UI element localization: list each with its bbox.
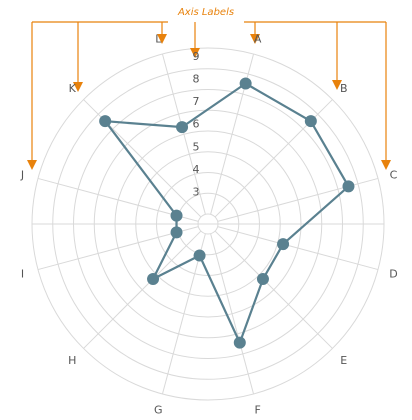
- grid-spoke: [83, 230, 202, 349]
- annotation-arrowhead: [27, 160, 37, 170]
- category-label: I: [21, 268, 24, 281]
- annotation-title: Axis Labels: [177, 7, 234, 18]
- data-point[interactable]: [176, 121, 189, 134]
- annotation-arrowhead: [381, 160, 391, 170]
- radial-tick-label: 4: [193, 163, 200, 176]
- axis-label-annotations: Axis Labels: [27, 7, 391, 170]
- annotation-arrowhead: [157, 34, 167, 44]
- radial-tick-label: 3: [193, 185, 200, 198]
- annotation-arrowhead: [73, 82, 83, 92]
- grid-spoke: [161, 53, 206, 215]
- data-point[interactable]: [277, 238, 290, 251]
- category-label: A: [254, 33, 262, 46]
- category-label: E: [340, 354, 347, 367]
- category-label: L: [155, 33, 162, 46]
- radial-tick-label: 5: [193, 140, 200, 153]
- radial-tick-label: 6: [193, 118, 200, 131]
- category-label: K: [69, 82, 77, 95]
- radial-tick-label: 7: [193, 95, 200, 108]
- grid-spoke: [217, 226, 379, 271]
- category-label: G: [154, 403, 163, 416]
- data-point[interactable]: [256, 272, 269, 285]
- data-point[interactable]: [170, 209, 183, 222]
- radial-tick-label: 9: [193, 50, 200, 63]
- grid-spoke: [214, 230, 333, 349]
- category-labels: A B C D E F G H I J K L: [20, 33, 398, 417]
- data-point[interactable]: [99, 115, 112, 128]
- data-point[interactable]: [147, 272, 160, 285]
- series-layer: [99, 77, 355, 349]
- annotation-arrowhead: [190, 48, 200, 58]
- category-label: F: [255, 403, 261, 416]
- data-point[interactable]: [304, 115, 317, 128]
- category-label: C: [390, 168, 398, 181]
- data-point[interactable]: [193, 249, 206, 262]
- data-point[interactable]: [342, 180, 355, 193]
- grid-spoke: [210, 233, 255, 395]
- data-point[interactable]: [239, 77, 252, 90]
- category-label: D: [389, 268, 397, 281]
- category-label: J: [20, 168, 24, 181]
- radial-tick-labels: 3 4 5 6 7 8 9: [193, 50, 200, 198]
- data-point[interactable]: [233, 336, 246, 349]
- data-point[interactable]: [170, 226, 183, 239]
- category-label: B: [340, 82, 348, 95]
- annotation-arrowhead: [250, 34, 260, 44]
- radial-tick-label: 8: [193, 73, 200, 86]
- polar-grid: [31, 47, 385, 401]
- annotation-arrowhead: [332, 80, 342, 90]
- category-label: H: [68, 354, 76, 367]
